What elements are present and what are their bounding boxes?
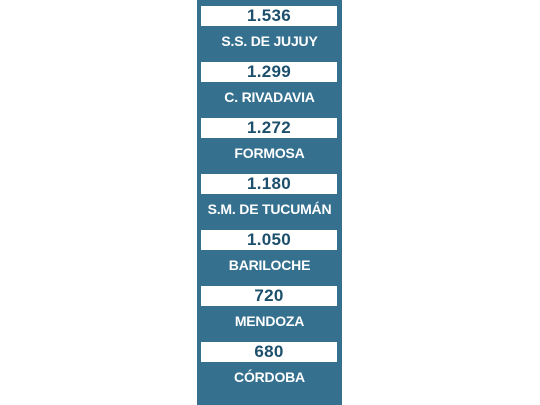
ranking-city: BARILOCHE [228,257,311,273]
ranking-entry-tucuman: 1.180 S.M. DE TUCUMÁN [197,168,342,224]
ranking-value: 1.272 [201,118,337,138]
ranking-city: FORMOSA [234,145,305,161]
ranking-value: 720 [201,286,337,306]
ranking-value: 1.536 [201,6,337,26]
ranking-city: S.M. DE TUCUMÁN [207,201,332,217]
ranking-entry-bariloche: 1.050 BARILOCHE [197,224,342,280]
ranking-entry-rivadavia: 1.299 C. RIVADAVIA [197,56,342,112]
ranking-entry-mendoza: 720 MENDOZA [197,280,342,336]
ranking-entry-jujuy: 1.536 S.S. DE JUJUY [197,0,342,56]
ranking-panel: 1.536 S.S. DE JUJUY 1.299 C. RIVADAVIA 1… [197,0,342,405]
ranking-city: S.S. DE JUJUY [221,33,318,49]
ranking-value: 1.299 [201,62,337,82]
ranking-value: 1.050 [201,230,337,250]
ranking-value: 1.180 [201,174,337,194]
ranking-city: CÓRDOBA [234,369,305,385]
ranking-city: MENDOZA [234,313,305,329]
ranking-city: C. RIVADAVIA [224,89,315,105]
ranking-value: 680 [201,342,337,362]
ranking-entry-formosa: 1.272 FORMOSA [197,112,342,168]
ranking-entry-cordoba: 680 CÓRDOBA [197,336,342,392]
